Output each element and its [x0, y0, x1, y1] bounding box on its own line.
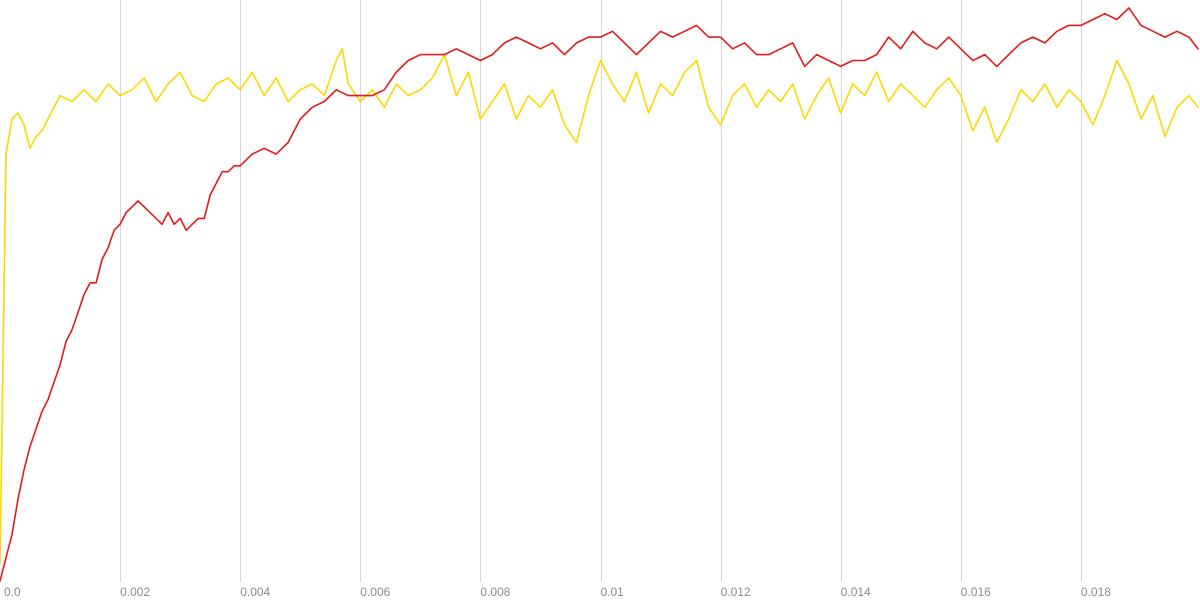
x-tick-label: 0.0	[4, 585, 21, 599]
series-group	[0, 7, 1199, 582]
x-tick-label: 0.016	[961, 585, 991, 599]
x-tick-label: 0.01	[601, 585, 625, 599]
x-tick-label: 0.004	[240, 585, 270, 599]
x-tick-label: 0.012	[721, 585, 751, 599]
x-axis-ticks: 0.0 0.002 0.004 0.006 0.008 0.01 0.012 0.014 0.0…	[4, 585, 1111, 599]
x-tick-label: 0.002	[120, 585, 150, 599]
x-grid	[120, 0, 1082, 582]
x-tick-label: 0.018	[1081, 585, 1111, 599]
series-line-2	[0, 7, 1199, 582]
x-tick-label: 0.008	[480, 585, 510, 599]
series-line-1	[0, 47, 1199, 565]
x-tick-label: 0.006	[360, 585, 390, 599]
x-tick-label: 0.014	[841, 585, 871, 599]
